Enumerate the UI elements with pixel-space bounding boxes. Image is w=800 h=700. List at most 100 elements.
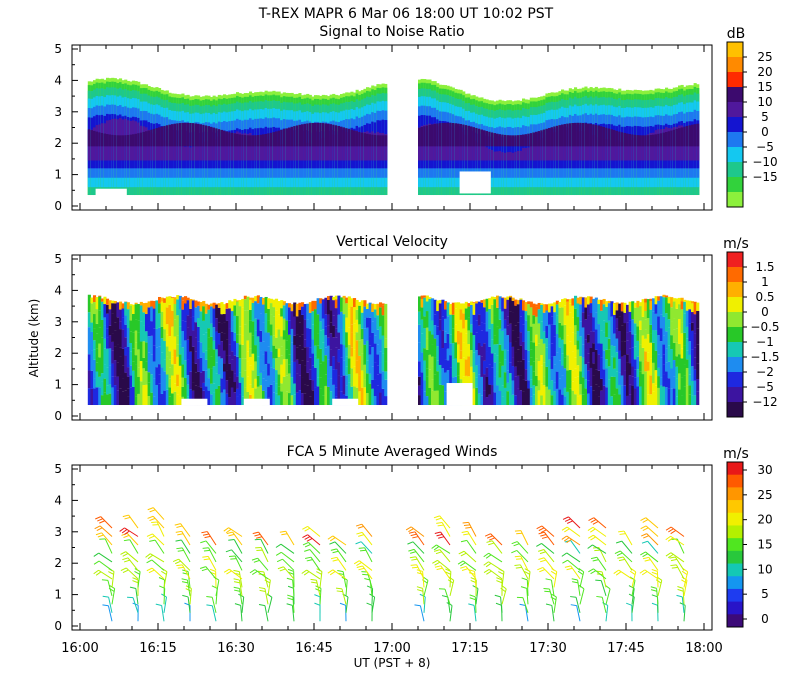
velocity-cell bbox=[98, 310, 102, 328]
velocity-cell bbox=[337, 332, 341, 350]
velocity-cell bbox=[509, 323, 513, 343]
wind-barb-flag bbox=[202, 555, 209, 558]
wind-barb-staff bbox=[291, 605, 295, 622]
wind-barb bbox=[676, 594, 685, 613]
velocity-cell bbox=[558, 347, 562, 361]
velocity-cell bbox=[314, 325, 318, 346]
velocity-cell bbox=[691, 395, 695, 406]
velocity-cell bbox=[587, 304, 591, 316]
wind-barb bbox=[618, 530, 633, 546]
velocity-cell bbox=[373, 343, 377, 363]
velocity-cell bbox=[636, 356, 640, 370]
wind-barb bbox=[416, 586, 425, 605]
velocity-cell bbox=[680, 333, 684, 349]
velocity-cell bbox=[555, 315, 559, 335]
wind-barb bbox=[314, 602, 321, 622]
velocity-cell bbox=[665, 348, 669, 363]
wind-barb-flag bbox=[436, 567, 443, 571]
velocity-cell bbox=[571, 351, 575, 371]
velocity-cell bbox=[124, 337, 128, 348]
velocity-cell bbox=[243, 310, 247, 325]
velocity-cell bbox=[511, 394, 515, 406]
velocity-cell bbox=[553, 364, 557, 383]
velocity-cell bbox=[571, 305, 575, 318]
velocity-cell bbox=[464, 375, 468, 385]
velocity-cell bbox=[626, 377, 630, 396]
velocity-cell bbox=[249, 309, 253, 321]
snr-cell bbox=[340, 133, 344, 161]
colorbar-label: −1.5 bbox=[750, 350, 779, 364]
x-tick-label: 17:00 bbox=[373, 641, 410, 656]
velocity-cell bbox=[334, 308, 338, 329]
wind-barb-flag bbox=[463, 533, 470, 536]
velocity-cell bbox=[119, 301, 123, 310]
velocity-cell bbox=[496, 307, 500, 327]
wind-barb-flag bbox=[281, 533, 288, 536]
velocity-cell bbox=[613, 368, 617, 377]
velocity-cell bbox=[493, 353, 497, 363]
velocity-cell bbox=[202, 306, 206, 321]
velocity-cell bbox=[641, 374, 645, 389]
velocity-cell bbox=[644, 371, 648, 389]
velocity-cell bbox=[314, 367, 318, 388]
wind-barb-flag bbox=[174, 560, 181, 565]
wind-barb-staff bbox=[473, 605, 477, 622]
velocity-cell bbox=[467, 330, 471, 345]
velocity-cell bbox=[488, 346, 492, 365]
wind-barb-flag bbox=[252, 531, 259, 535]
snr-cell bbox=[441, 122, 445, 147]
y-tick-label: 1 bbox=[54, 168, 62, 182]
wind-barb-flag bbox=[172, 558, 179, 563]
velocity-cell bbox=[431, 320, 435, 335]
wind-barb-staff bbox=[345, 579, 348, 596]
velocity-cell bbox=[246, 391, 250, 406]
velocity-cell bbox=[95, 387, 99, 406]
velocity-cell bbox=[267, 320, 271, 333]
snr-cell bbox=[269, 140, 273, 161]
snr-cell bbox=[605, 138, 609, 161]
velocity-title: Vertical Velocity bbox=[336, 234, 448, 250]
velocity-cell bbox=[550, 324, 554, 344]
colorbar-swatch bbox=[727, 614, 743, 628]
velocity-cell bbox=[311, 353, 315, 366]
wind-barb-flag bbox=[537, 566, 544, 571]
snr-cell bbox=[490, 149, 494, 161]
velocity-cell bbox=[613, 303, 617, 315]
wind-barb bbox=[94, 525, 113, 537]
velocity-cell bbox=[150, 300, 154, 307]
velocity-cell bbox=[420, 295, 424, 299]
wind-barb bbox=[330, 556, 347, 571]
colorbar-swatch bbox=[727, 42, 743, 58]
wind-barb bbox=[255, 546, 269, 563]
velocity-cell bbox=[540, 338, 544, 356]
wind-barb bbox=[149, 539, 165, 554]
velocity-cell bbox=[124, 347, 128, 356]
wind-barb bbox=[614, 550, 633, 563]
wind-barb-staff bbox=[107, 580, 113, 596]
snr-cell bbox=[639, 136, 643, 161]
velocity-cell bbox=[139, 394, 143, 406]
snr-cell bbox=[360, 132, 364, 161]
velocity-cell bbox=[288, 364, 292, 374]
winds-title: FCA 5 Minute Averaged Winds bbox=[287, 444, 498, 460]
snr-cell bbox=[652, 132, 656, 161]
velocity-cell bbox=[142, 312, 146, 326]
velocity-cell bbox=[132, 313, 136, 333]
velocity-cell bbox=[319, 303, 323, 322]
wind-barb bbox=[327, 569, 347, 580]
velocity-cell bbox=[93, 328, 97, 341]
velocity-cell bbox=[485, 377, 489, 398]
velocity-cell bbox=[155, 300, 159, 315]
wind-barb-staff bbox=[419, 605, 425, 622]
velocity-cell bbox=[298, 322, 302, 337]
velocity-cell bbox=[106, 298, 110, 305]
velocity-cell bbox=[672, 298, 676, 302]
velocity-cell bbox=[509, 297, 513, 312]
velocity-cell bbox=[535, 316, 539, 335]
velocity-cell bbox=[98, 376, 102, 388]
wind-barb-flag bbox=[436, 533, 443, 537]
wind-barb-flag bbox=[494, 594, 501, 598]
snr-cell bbox=[158, 127, 162, 147]
wind-barb-flag bbox=[148, 569, 155, 574]
